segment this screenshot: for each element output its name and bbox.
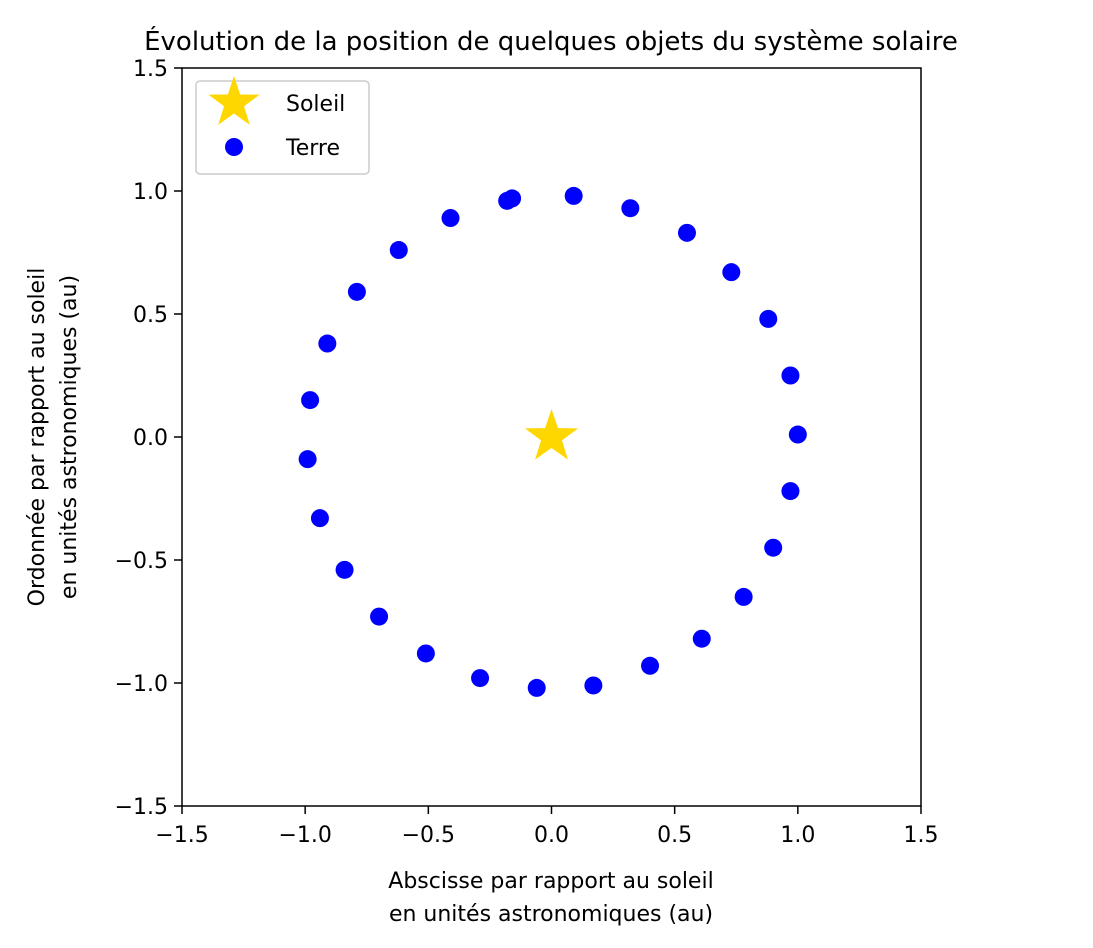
y-axis-label-line1: Ordonnée par rapport au soleil: [25, 268, 50, 607]
earth-point: [310, 509, 329, 528]
earth-point: [441, 209, 460, 228]
legend-label-soleil: Soleil: [286, 92, 345, 117]
chart-title: Évolution de la position de quelques obj…: [144, 25, 958, 57]
earth-point: [677, 223, 696, 242]
y-tick-label: 0.0: [133, 426, 168, 451]
x-tick-label: 0.0: [534, 823, 569, 848]
earth-point: [347, 282, 366, 301]
x-tick-label: 1.0: [780, 823, 815, 848]
earth-point: [621, 199, 640, 218]
earth-point: [764, 538, 783, 557]
data-points: [298, 186, 807, 697]
y-tick-label: −0.5: [115, 549, 168, 574]
earth-point: [584, 676, 603, 695]
y-tick-label: 0.5: [133, 303, 168, 328]
earth-point: [788, 425, 807, 444]
earth-point: [692, 629, 711, 648]
axis-ticks: −1.5 −1.0 −0.5 0.0 0.5 1.0 1.5 −1.5 −1.0 −0.5 0.0 0…: [115, 57, 939, 848]
earth-point: [389, 241, 408, 260]
x-tick-label: −1.5: [155, 823, 208, 848]
x-tick-label: 0.5: [657, 823, 692, 848]
earth-point: [471, 669, 490, 688]
earth-point: [781, 482, 800, 501]
legend-label-terre: Terre: [285, 136, 340, 161]
earth-point: [781, 366, 800, 385]
earth-point: [641, 656, 660, 675]
y-tick-label: −1.5: [115, 795, 168, 820]
earth-point: [722, 263, 741, 282]
x-tick-label: −0.5: [402, 823, 455, 848]
earth-point: [734, 587, 753, 606]
legend-star-icon: [208, 76, 260, 125]
legend: Soleil Terre: [195, 76, 370, 175]
earth-point: [416, 644, 435, 663]
earth-point: [527, 678, 546, 697]
y-tick-label: −1.0: [115, 672, 168, 697]
earth-point: [759, 309, 778, 328]
earth-point: [298, 450, 317, 469]
earth-point: [301, 391, 320, 410]
plot-frame: [181, 67, 922, 807]
x-axis-label-line2: en unités astronomiques (au): [389, 902, 713, 927]
x-tick-label: 1.5: [904, 823, 939, 848]
x-tick-label: −1.0: [278, 823, 331, 848]
earth-point: [318, 334, 337, 353]
x-axis-label-line1: Abscisse par rapport au soleil: [388, 869, 713, 894]
sun-star-marker: [524, 409, 579, 460]
earth-point: [564, 186, 583, 205]
earth-point: [503, 189, 522, 208]
legend-circle-icon: [225, 138, 243, 156]
y-tick-label: 1.0: [133, 180, 168, 205]
y-axis-label-line2: en unités astronomiques (au): [57, 275, 82, 599]
y-tick-label: 1.5: [133, 57, 168, 82]
earth-point: [335, 560, 354, 579]
earth-point: [370, 607, 389, 626]
